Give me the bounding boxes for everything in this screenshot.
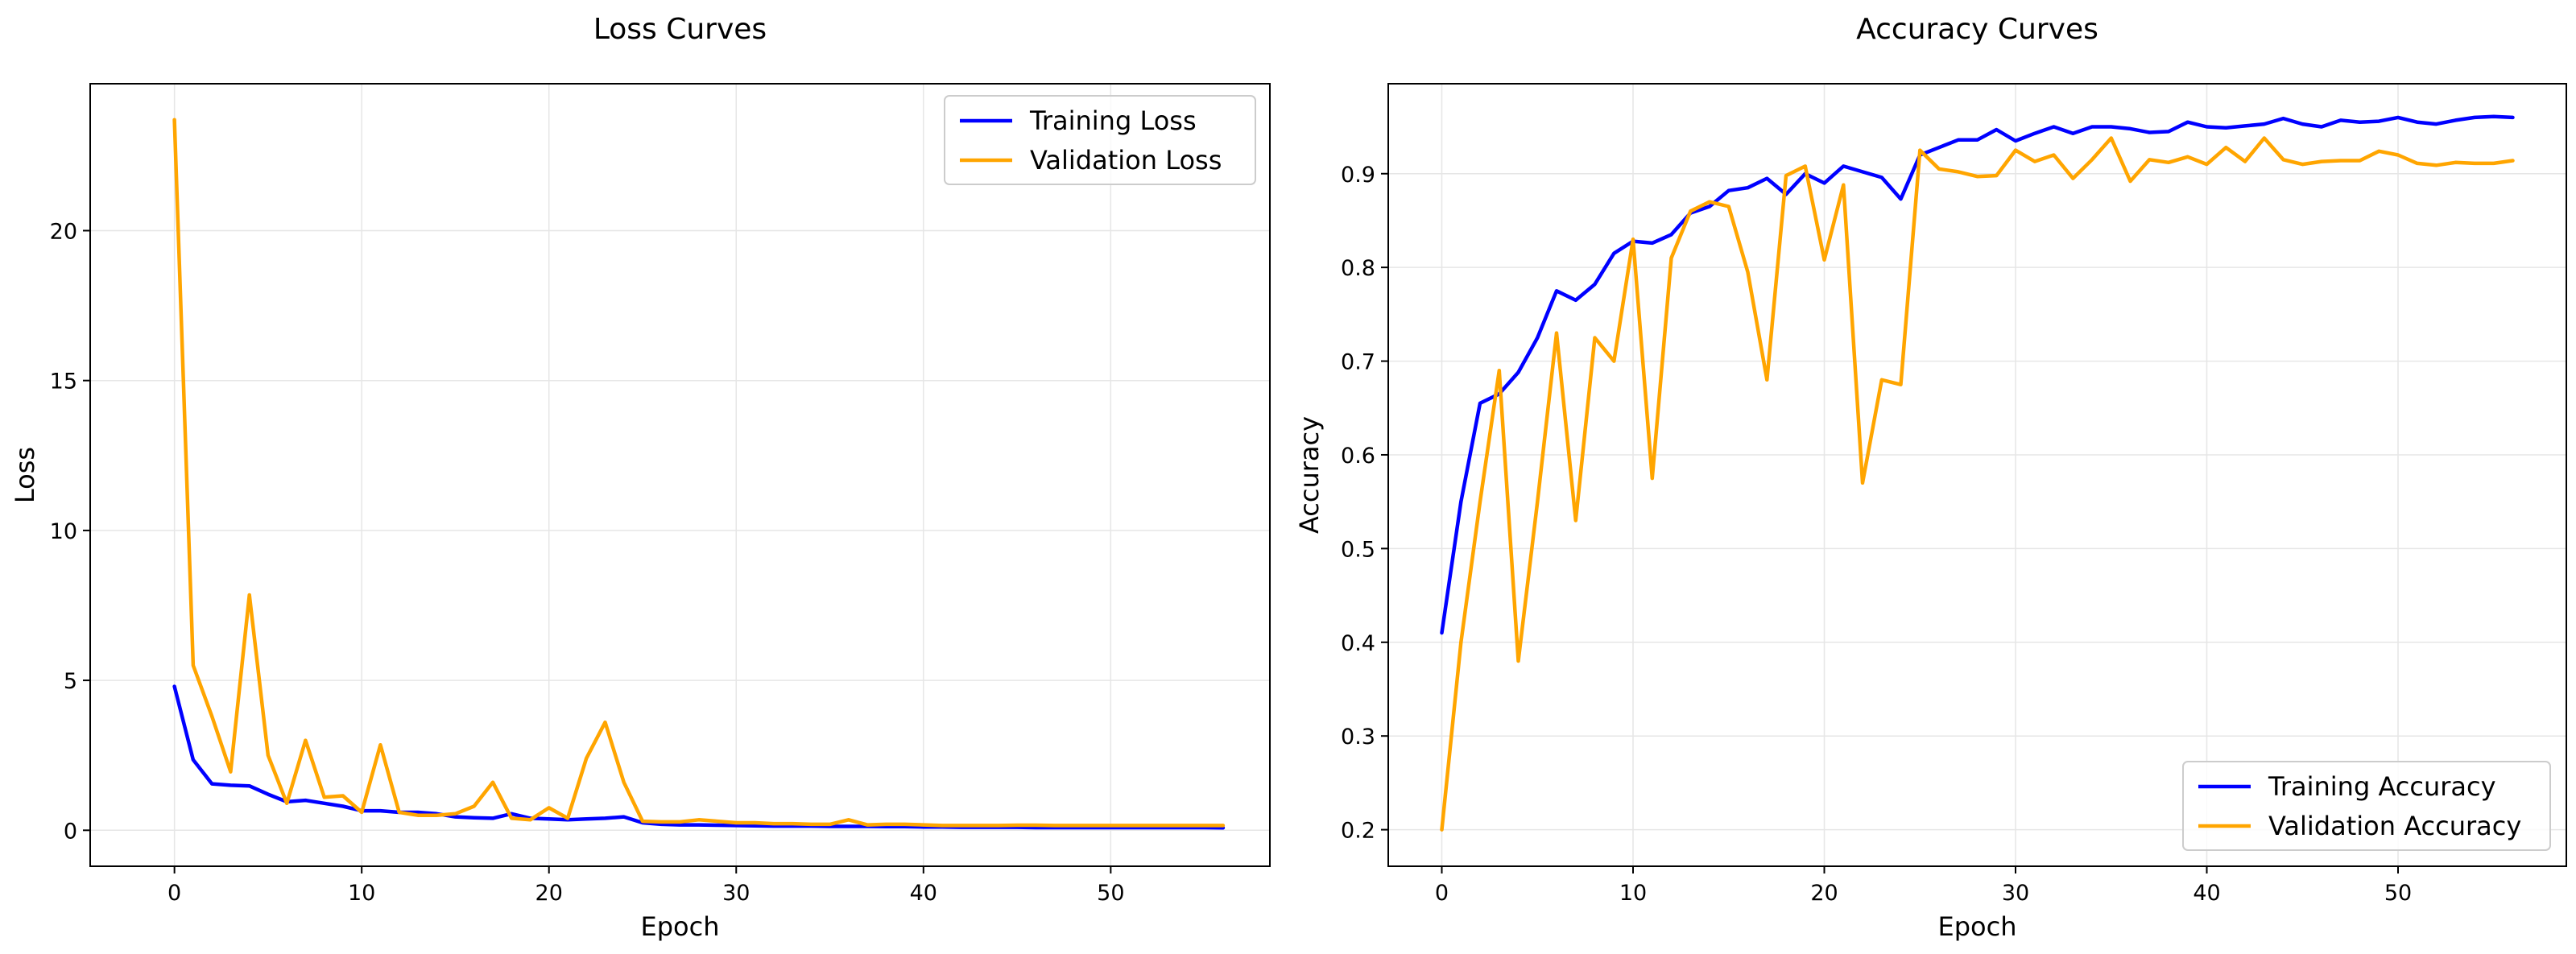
legend-label-training: Training Loss xyxy=(1029,105,1197,136)
legend-label-training: Training Accuracy xyxy=(2268,771,2496,802)
y-tick-label: 10 xyxy=(50,519,77,544)
legend-box xyxy=(2182,761,2551,851)
loss-series-validation-line xyxy=(172,118,1226,828)
x-tick-label: 50 xyxy=(1097,881,1124,906)
accuracy-chart-title: Accuracy Curves xyxy=(1856,13,2098,46)
accuracy-chart-panel: 0 10 20 30 40 50 0.2 0.3 0.4 0.5 0.6 0.7 0.8 0.9 Accur… xyxy=(1294,13,2567,942)
loss-axes-frame xyxy=(89,83,1271,867)
loss-y-axis-label: Loss xyxy=(10,447,40,503)
legend-label-validation: Validation Accuracy xyxy=(2268,811,2521,841)
accuracy-legend: Training Accuracy Validation Accuracy xyxy=(2182,761,2551,851)
y-tick-label: 0 xyxy=(64,819,77,844)
x-tick-label: 10 xyxy=(1619,881,1647,906)
y-tick-label: 0.2 xyxy=(1341,819,1375,844)
y-tick-label: 0.6 xyxy=(1341,444,1375,469)
x-tick-label: 50 xyxy=(2384,881,2412,906)
x-tick-label: 0 xyxy=(167,881,181,906)
y-tick-label: 20 xyxy=(50,219,77,244)
x-tick-label: 10 xyxy=(348,881,375,906)
y-tick-label: 0.9 xyxy=(1341,163,1375,188)
loss-x-axis-label: Epoch xyxy=(641,911,720,942)
y-tick-label: 0.5 xyxy=(1341,537,1375,562)
x-tick-label: 30 xyxy=(2002,881,2029,906)
x-tick-label: 30 xyxy=(722,881,750,906)
accuracy-y-axis-label: Accuracy xyxy=(1294,416,1325,534)
x-tick-label: 20 xyxy=(535,881,563,906)
x-tick-label: 0 xyxy=(1435,881,1449,906)
loss-chart-panel: 0 10 20 30 40 50 0 5 10 15 20 Loss Curves Epoch Loss T… xyxy=(10,13,1271,942)
accuracy-x-axis-label: Epoch xyxy=(1938,911,2017,942)
loss-series-training-line xyxy=(172,684,1226,830)
accuracy-series-validation-line xyxy=(1440,136,2515,832)
y-tick-label: 5 xyxy=(64,669,77,694)
x-tick-label: 40 xyxy=(910,881,937,906)
y-tick-label: 15 xyxy=(50,370,77,394)
x-tick-label: 40 xyxy=(2193,881,2220,906)
x-tick-label: 20 xyxy=(1810,881,1838,906)
legend-label-validation: Validation Loss xyxy=(1030,145,1222,176)
y-tick-label: 0.8 xyxy=(1341,256,1375,281)
y-tick-label: 0.4 xyxy=(1341,631,1375,656)
legend-box xyxy=(944,95,1256,185)
loss-legend: Training Loss Validation Loss xyxy=(944,95,1256,185)
y-tick-label: 0.3 xyxy=(1341,725,1375,750)
accuracy-series-training-line xyxy=(1440,114,2515,635)
loss-chart-title: Loss Curves xyxy=(593,13,767,46)
accuracy-axes-frame xyxy=(1387,83,2567,867)
y-tick-label: 0.7 xyxy=(1341,350,1375,375)
